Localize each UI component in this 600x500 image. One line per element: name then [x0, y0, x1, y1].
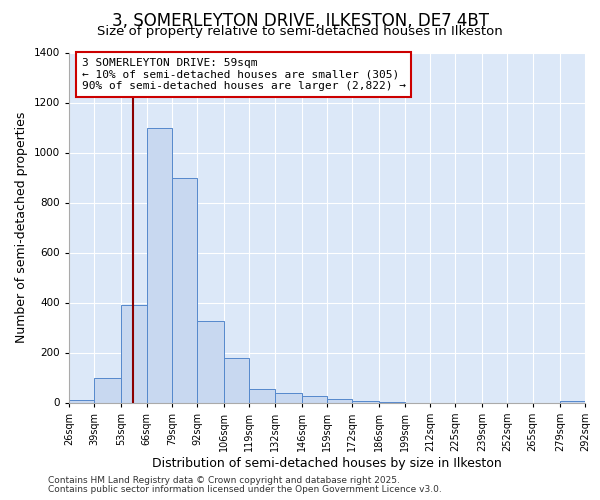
Text: Contains HM Land Registry data © Crown copyright and database right 2025.: Contains HM Land Registry data © Crown c… — [48, 476, 400, 485]
Bar — [250, 389, 275, 402]
Bar — [302, 396, 327, 402]
Text: 3 SOMERLEYTON DRIVE: 59sqm
← 10% of semi-detached houses are smaller (305)
90% o: 3 SOMERLEYTON DRIVE: 59sqm ← 10% of semi… — [82, 58, 406, 91]
Bar — [172, 178, 197, 402]
X-axis label: Distribution of semi-detached houses by size in Ilkeston: Distribution of semi-detached houses by … — [152, 456, 502, 469]
Bar — [146, 128, 172, 402]
Text: 3, SOMERLEYTON DRIVE, ILKESTON, DE7 4BT: 3, SOMERLEYTON DRIVE, ILKESTON, DE7 4BT — [112, 12, 488, 30]
Bar — [275, 392, 302, 402]
Bar — [69, 400, 94, 402]
Bar — [560, 401, 585, 402]
Bar — [197, 321, 224, 402]
Bar — [352, 400, 379, 402]
Y-axis label: Number of semi-detached properties: Number of semi-detached properties — [15, 112, 28, 343]
Text: Contains public sector information licensed under the Open Government Licence v3: Contains public sector information licen… — [48, 485, 442, 494]
Bar — [327, 398, 352, 402]
Text: Size of property relative to semi-detached houses in Ilkeston: Size of property relative to semi-detach… — [97, 25, 503, 38]
Bar — [94, 378, 121, 402]
Bar — [121, 305, 146, 402]
Bar — [224, 358, 250, 403]
